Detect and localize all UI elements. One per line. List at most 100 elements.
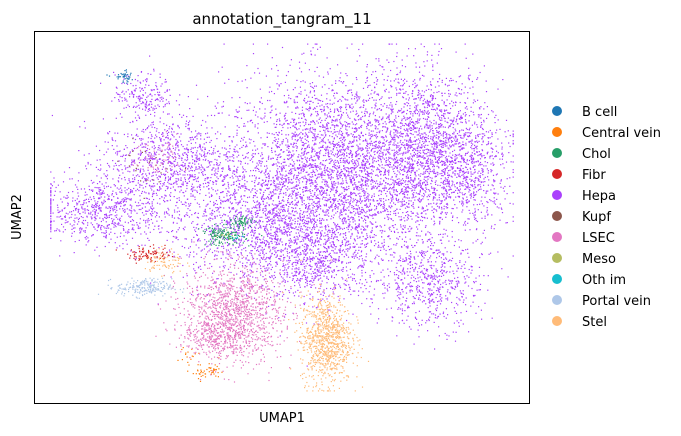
data-point (418, 198, 420, 200)
data-point (437, 156, 439, 159)
data-point (222, 191, 224, 193)
data-point (298, 61, 301, 63)
data-point (385, 153, 387, 155)
data-point (274, 126, 276, 128)
data-point (372, 217, 374, 219)
data-point (374, 205, 376, 207)
data-point (360, 147, 362, 149)
data-point (298, 295, 300, 297)
data-point (434, 114, 436, 117)
data-point (273, 140, 275, 142)
data-point (295, 239, 297, 242)
data-point (342, 203, 344, 205)
data-point (433, 141, 435, 143)
data-point (291, 111, 293, 113)
data-point (426, 148, 428, 150)
data-point (460, 137, 462, 139)
data-point (434, 197, 436, 199)
data-point (431, 59, 433, 61)
data-point (333, 214, 335, 216)
data-point (405, 175, 407, 177)
data-point (471, 139, 473, 141)
data-point (451, 219, 453, 222)
data-point (312, 159, 315, 161)
data-point (372, 161, 374, 163)
data-point (303, 251, 305, 253)
data-point (348, 162, 350, 164)
data-point (405, 183, 407, 186)
data-point (417, 92, 420, 94)
data-point (330, 177, 332, 179)
data-point (288, 181, 290, 183)
data-point (427, 178, 429, 180)
data-point (243, 136, 245, 138)
data-point (301, 141, 303, 143)
data-point (267, 157, 270, 159)
data-point (417, 164, 419, 167)
data-point (352, 153, 354, 155)
data-point (403, 125, 405, 127)
data-point (289, 127, 292, 129)
data-point (303, 194, 305, 196)
data-point (389, 192, 391, 195)
data-point (317, 188, 319, 190)
data-point (271, 90, 273, 93)
data-point (266, 136, 268, 138)
data-point (377, 160, 379, 162)
data-point (223, 178, 225, 180)
data-point (512, 140, 514, 142)
data-point (234, 116, 236, 118)
data-point (394, 159, 396, 161)
data-point (316, 120, 318, 122)
data-point (464, 171, 466, 174)
data-point (495, 192, 497, 194)
data-point (266, 213, 269, 215)
data-point (359, 55, 361, 57)
data-point (264, 198, 266, 200)
data-point (385, 187, 387, 189)
data-point (294, 211, 296, 213)
data-point (302, 218, 305, 220)
data-point (418, 200, 420, 202)
data-point (388, 199, 390, 201)
data-point (192, 187, 194, 189)
data-point (437, 114, 439, 116)
data-point (408, 125, 410, 127)
data-point (418, 193, 420, 195)
data-point (271, 147, 273, 149)
data-point (315, 168, 317, 170)
data-point (274, 237, 276, 239)
data-point (444, 92, 446, 94)
data-point (389, 184, 391, 186)
data-point (301, 219, 304, 221)
data-point (362, 220, 364, 222)
data-point (258, 205, 260, 207)
data-point (332, 189, 334, 191)
data-point (417, 239, 419, 241)
data-point (320, 265, 322, 267)
data-point (328, 186, 330, 188)
data-point (396, 89, 398, 91)
data-point (344, 209, 346, 211)
data-point (322, 139, 324, 141)
data-point (459, 101, 461, 104)
data-point (374, 87, 376, 89)
data-point (391, 106, 393, 108)
data-point (273, 254, 276, 256)
data-point (261, 184, 263, 186)
data-point (362, 43, 364, 45)
data-point (279, 202, 281, 205)
data-point (355, 212, 357, 214)
data-point (448, 160, 451, 162)
data-point (380, 226, 382, 228)
data-point (344, 150, 346, 152)
data-point (252, 109, 254, 112)
data-point (214, 105, 216, 107)
data-point (340, 127, 342, 129)
data-point (446, 142, 448, 144)
data-point (272, 220, 274, 222)
data-point (335, 119, 337, 121)
data-point (421, 212, 423, 214)
data-point (445, 193, 447, 195)
data-point (343, 238, 345, 240)
